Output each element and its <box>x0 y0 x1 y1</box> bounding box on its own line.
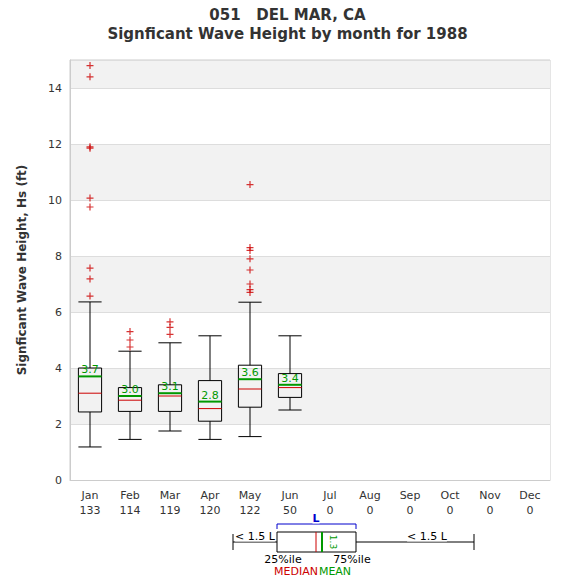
svg-text:Mar: Mar <box>160 489 181 502</box>
svg-text:120: 120 <box>200 504 221 517</box>
svg-text:Jul: Jul <box>322 489 336 502</box>
svg-text:Aug: Aug <box>359 489 380 502</box>
svg-text:14: 14 <box>48 82 62 95</box>
svg-text:3.4: 3.4 <box>281 372 299 385</box>
svg-text:Jun: Jun <box>280 489 298 502</box>
svg-text:2.8: 2.8 <box>201 389 219 402</box>
svg-text:Dec: Dec <box>519 489 540 502</box>
svg-text:119: 119 <box>160 504 181 517</box>
svg-text:25%ile: 25%ile <box>264 552 302 566</box>
svg-text:3.7: 3.7 <box>81 363 99 376</box>
svg-text:L: L <box>312 512 319 525</box>
svg-text:8: 8 <box>55 250 62 263</box>
svg-text:MEAN: MEAN <box>319 565 351 578</box>
svg-text:0: 0 <box>487 504 494 517</box>
svg-text:1.3: 1.3 <box>328 535 338 549</box>
svg-text:Signficant Wave Height by mont: Signficant Wave Height by month for 1988 <box>107 25 467 43</box>
svg-text:12: 12 <box>48 138 62 151</box>
svg-text:< 1.5 L: < 1.5 L <box>235 530 276 543</box>
svg-text:0: 0 <box>327 504 334 517</box>
svg-text:75%ile: 75%ile <box>333 552 371 566</box>
svg-text:0: 0 <box>447 504 454 517</box>
svg-text:122: 122 <box>240 504 261 517</box>
svg-text:6: 6 <box>55 306 62 319</box>
svg-text:4: 4 <box>55 362 62 375</box>
svg-text:Oct: Oct <box>440 489 460 502</box>
svg-text:MEDIAN: MEDIAN <box>274 565 318 578</box>
svg-text:3.1: 3.1 <box>161 380 179 393</box>
svg-text:0: 0 <box>527 504 534 517</box>
svg-text:3.6: 3.6 <box>241 366 259 379</box>
svg-text:133: 133 <box>80 504 101 517</box>
svg-text:0: 0 <box>55 474 62 487</box>
svg-text:50: 50 <box>283 504 297 517</box>
svg-text:< 1.5 L: < 1.5 L <box>407 530 448 543</box>
svg-text:051 DEL MAR, CA: 051 DEL MAR, CA <box>209 6 366 24</box>
svg-text:Signficant Wave Height, Hs (ft: Signficant Wave Height, Hs (ft) <box>15 165 29 376</box>
svg-text:0: 0 <box>367 504 374 517</box>
svg-text:Apr: Apr <box>200 489 220 502</box>
svg-text:10: 10 <box>48 194 62 207</box>
svg-text:Jan: Jan <box>81 489 99 502</box>
svg-text:Sep: Sep <box>400 489 421 502</box>
svg-text:2: 2 <box>55 418 62 431</box>
svg-text:Feb: Feb <box>120 489 139 502</box>
svg-text:0: 0 <box>407 504 414 517</box>
svg-text:Nov: Nov <box>479 489 501 502</box>
svg-text:114: 114 <box>120 504 141 517</box>
svg-text:3.0: 3.0 <box>121 383 139 396</box>
svg-text:May: May <box>239 489 262 502</box>
